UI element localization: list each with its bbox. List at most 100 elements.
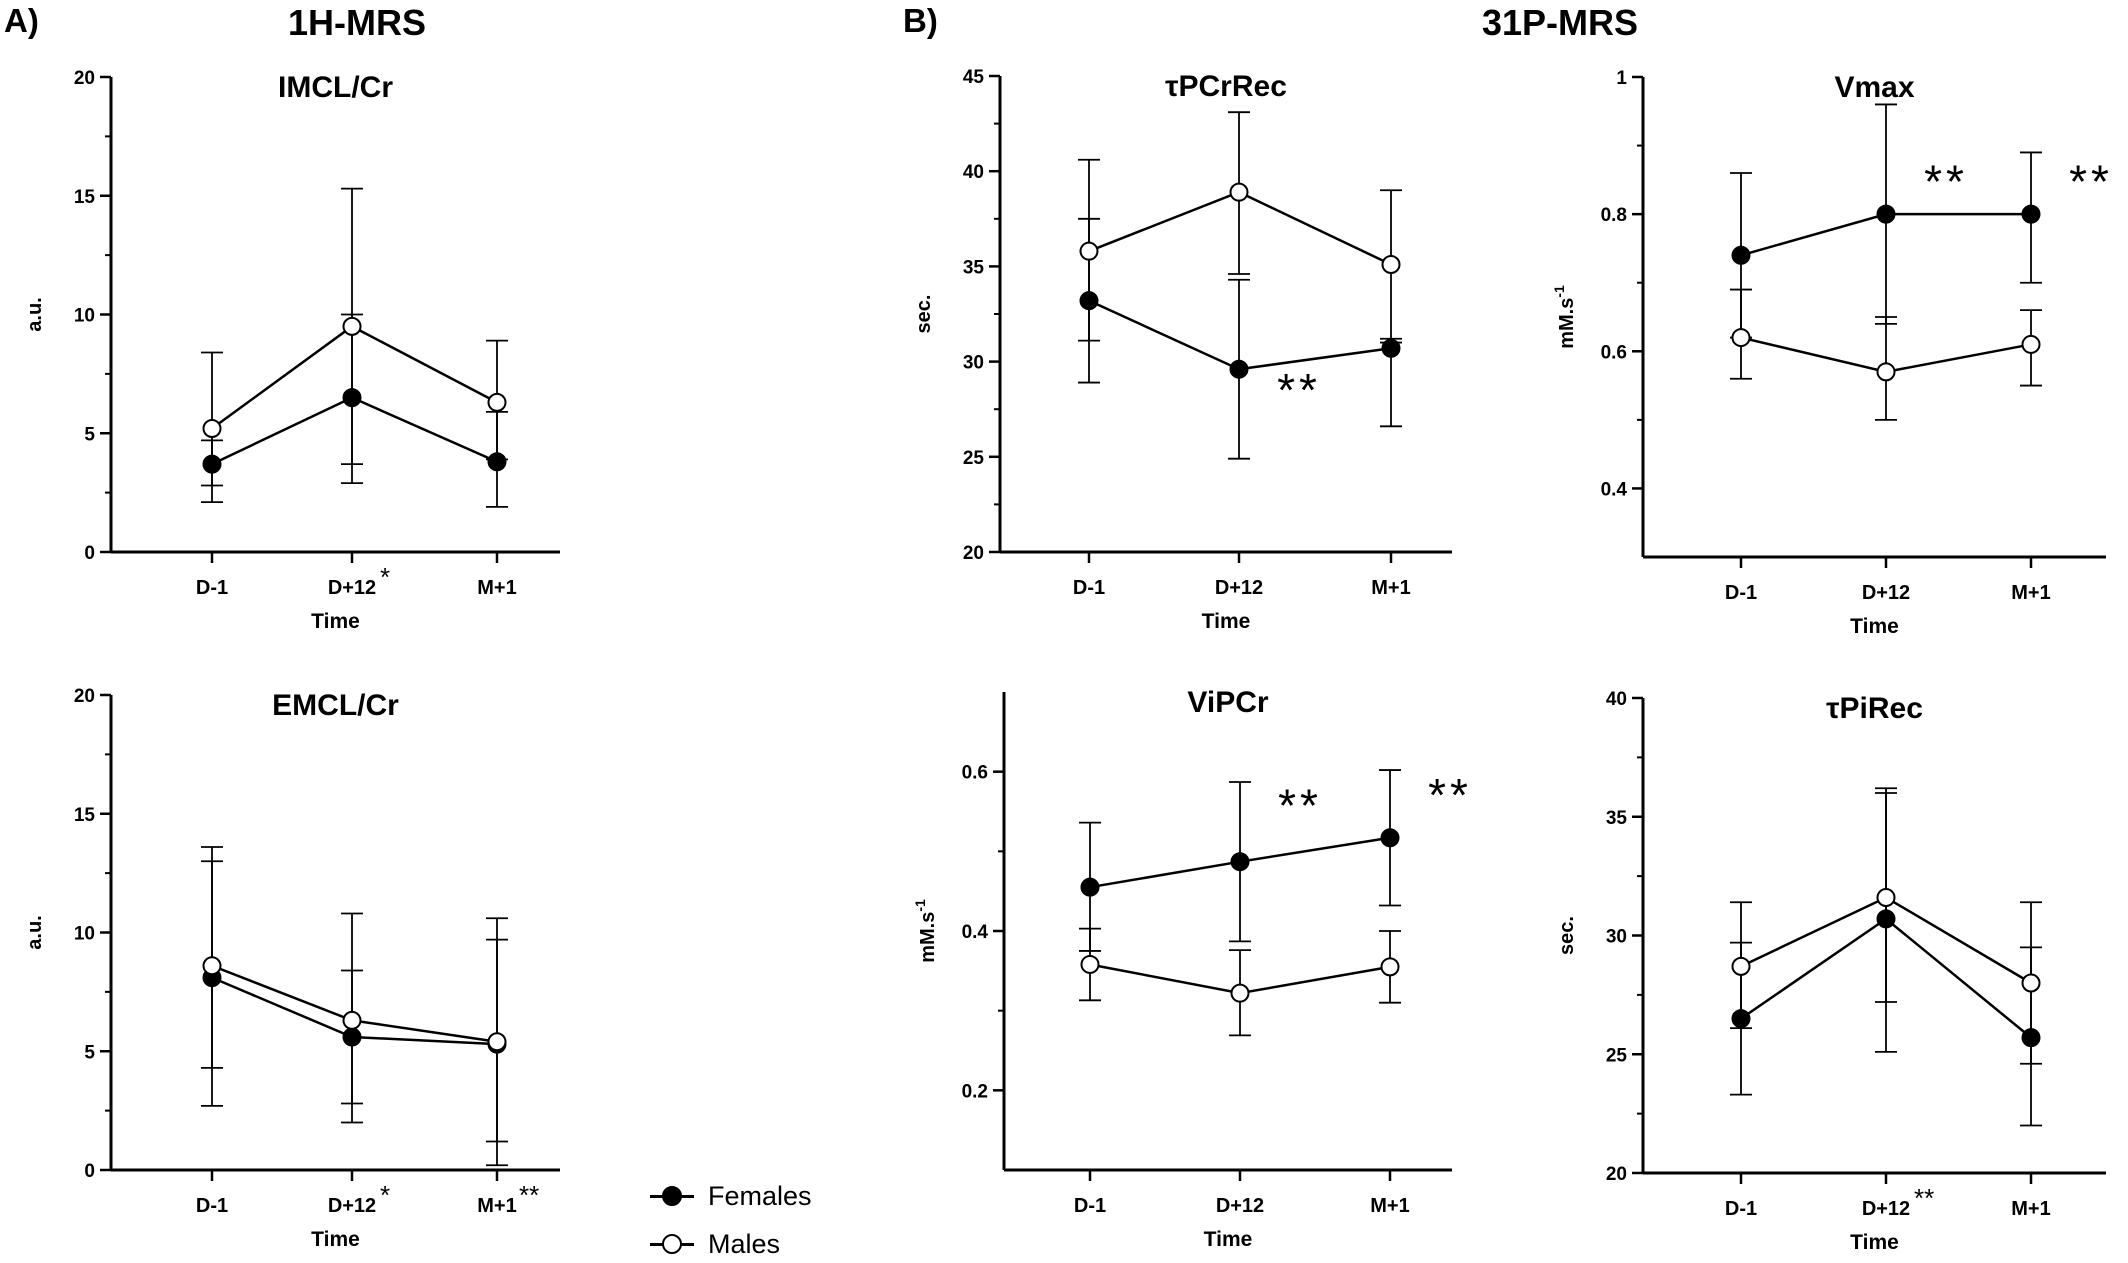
- y-tick-label: 40: [963, 162, 984, 183]
- data-point-open: [2021, 973, 2041, 993]
- significance-mark: **: [519, 1180, 539, 1210]
- y-axis-title-superscript: -1: [912, 899, 928, 912]
- data-point-open: [1229, 182, 1249, 202]
- data-point-open: [1876, 362, 1896, 382]
- series-line: [211, 324, 498, 430]
- significance-annotation: **: [1924, 155, 1968, 207]
- significance-mark: *: [380, 562, 390, 592]
- significance-mark: *: [380, 1180, 390, 1210]
- chart-title: IMCL/Cr: [278, 71, 393, 104]
- data-point-open: [202, 419, 222, 438]
- data-point-filled: [1229, 359, 1249, 379]
- significance-annotation: **: [1428, 769, 1472, 821]
- data-point-open: [487, 392, 507, 412]
- x-tick-label: D-1: [1725, 582, 1757, 604]
- series-line: [211, 396, 498, 466]
- chart-vmax: 0.4 0.6 0.8 1 D-1 D+12 M+1 Time mM.s-1 Vmax ** **: [1551, 68, 2113, 638]
- x-tick-label: M+1: [1370, 1195, 1409, 1217]
- x-tick-label: D+12: [1215, 577, 1263, 599]
- legend: Females Males: [650, 1178, 860, 1259]
- data-point-open: [2021, 334, 2041, 354]
- y-axis-title: sec.: [913, 295, 935, 334]
- x-tick-label: D-1: [196, 1195, 228, 1217]
- significance-annotation: **: [2069, 155, 2113, 207]
- series-line: [1088, 299, 1392, 371]
- y-tick-label: 0.4: [962, 922, 989, 943]
- data-point-open: [487, 1032, 507, 1052]
- x-tick-label: M+1: [477, 577, 516, 599]
- x-tick-label: D-1: [1725, 1198, 1757, 1220]
- chart-title: τPCrRec: [1165, 70, 1287, 103]
- x-tick-label: M+1: [2011, 1198, 2050, 1220]
- x-tick-label: D+12: [328, 1195, 376, 1217]
- chart-emcl: 0 5 10 15 20 D-1 D+12 * M+1 ** Time a.u. EMCL/Cr: [24, 686, 560, 1251]
- x-axis-title: Time: [311, 610, 360, 633]
- open-circle-icon: [650, 1229, 694, 1259]
- x-tick-label: D+12: [328, 577, 376, 599]
- y-tick-label: 0.8: [1601, 205, 1627, 226]
- filled-circle-icon: [650, 1181, 694, 1211]
- section-title-31p-mrs: 31P-MRS: [1482, 2, 1639, 43]
- x-tick-label: D+12: [1862, 582, 1910, 604]
- x-axis-title: Time: [1202, 610, 1251, 633]
- legend-label-females: Females: [708, 1180, 812, 1211]
- data-point-filled: [1731, 245, 1751, 265]
- y-axis-title: mM.s-1: [1551, 285, 1578, 349]
- y-tick-label: 0: [84, 1161, 95, 1182]
- panel-label-b: B): [903, 2, 938, 39]
- y-tick-label: 15: [74, 187, 96, 208]
- data-point-filled: [1380, 828, 1400, 848]
- x-axis-title: Time: [1850, 615, 1899, 638]
- y-tick-label: 25: [1606, 1045, 1628, 1066]
- chart-tpcr: 20 25 30 35 40 45 D-1 D+12 M+1 Time sec. τPCrRec **: [913, 67, 1452, 633]
- x-tick-label: M+1: [1371, 577, 1410, 599]
- data-point-open: [1731, 328, 1751, 348]
- data-point-open: [342, 316, 362, 336]
- x-axis-title: Time: [1204, 1228, 1253, 1251]
- data-point-open: [342, 1010, 362, 1030]
- data-point-open: [1876, 888, 1896, 907]
- y-tick-label: 0.4: [1601, 479, 1628, 500]
- x-tick-label: M+1: [477, 1195, 516, 1217]
- y-tick-label: 35: [1606, 808, 1628, 829]
- y-tick-label: 35: [963, 257, 985, 278]
- y-tick-label: 10: [74, 924, 95, 945]
- y-tick-label: 10: [74, 306, 95, 327]
- series-line: [1088, 190, 1392, 266]
- y-tick-label: 20: [74, 68, 95, 89]
- chart-tpi: 20 25 30 35 40 D-1 D+12 ** M+1 Time sec. τPiRec: [1556, 689, 2106, 1254]
- x-tick-label: D-1: [1073, 577, 1105, 599]
- data-point-open: [1380, 957, 1400, 977]
- x-tick-label: D+12: [1862, 1198, 1910, 1220]
- y-tick-label: 0.6: [1601, 342, 1627, 363]
- y-tick-label: 1: [1616, 68, 1627, 89]
- y-tick-label: 20: [74, 686, 95, 707]
- y-axis-title: a.u.: [24, 297, 46, 331]
- y-tick-label: 0: [84, 543, 95, 564]
- legend-item-females: Females: [650, 1178, 812, 1214]
- chart-title: Vmax: [1834, 71, 1914, 104]
- y-axis-title: mM.s-1: [912, 899, 939, 963]
- data-point-filled: [1230, 852, 1250, 872]
- chart-vipcr: 0.2 0.4 0.6 D-1 D+12 M+1 Time mM.s-1 ViPCr ** **: [912, 686, 1472, 1251]
- data-point-open: [1079, 241, 1099, 261]
- x-tick-label: M+1: [2011, 582, 2050, 604]
- y-tick-label: 5: [84, 424, 95, 445]
- data-point-open: [1230, 983, 1250, 1003]
- y-tick-label: 20: [963, 543, 984, 564]
- y-tick-label: 45: [963, 67, 985, 88]
- chart-title: ViPCr: [1187, 686, 1268, 719]
- y-tick-label: 0.6: [962, 763, 988, 784]
- data-point-filled: [2021, 204, 2041, 224]
- significance-mark: **: [1914, 1183, 1934, 1213]
- x-tick-label: D+12: [1216, 1195, 1264, 1217]
- data-point-filled: [1080, 877, 1100, 897]
- x-axis-title: Time: [311, 1228, 360, 1251]
- x-tick-label: D-1: [1074, 1195, 1106, 1217]
- y-tick-label: 40: [1606, 689, 1627, 710]
- legend-label-males: Males: [708, 1228, 781, 1259]
- y-tick-label: 30: [1606, 927, 1627, 948]
- data-point-open: [1731, 956, 1751, 976]
